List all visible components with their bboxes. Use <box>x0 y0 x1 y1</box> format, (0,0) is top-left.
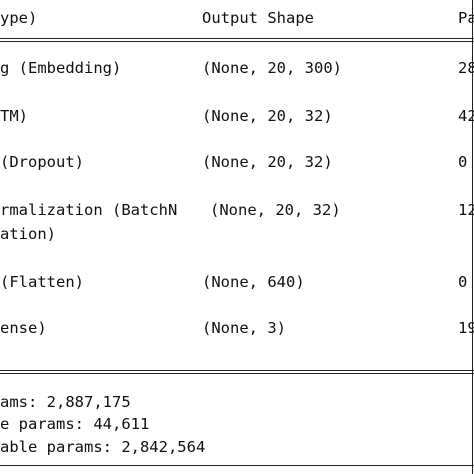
output-shape: (None, 20, 32) <box>202 107 333 125</box>
output-shape: (None, 20, 32) <box>202 153 333 171</box>
param-count: 12 <box>458 201 474 219</box>
layer-name: (Dropout) <box>0 153 84 171</box>
total-params: ams: 2,887,175 <box>0 393 131 411</box>
layer-name: ense) <box>0 319 47 337</box>
layer-name-continued: ation) <box>0 225 56 243</box>
header-separator <box>0 38 474 42</box>
layer-name: g (Embedding) <box>0 59 122 77</box>
non-trainable-params: able params: 2,842,564 <box>0 438 206 456</box>
param-count: 19 <box>458 319 474 337</box>
table-row: (Flatten) (None, 640) 0 <box>0 272 474 372</box>
output-shape: (None, 20, 300) <box>202 59 342 77</box>
layer-name: TM) <box>0 107 28 125</box>
param-count: 0 <box>458 273 468 291</box>
table-row: ense) (None, 3) 19 <box>0 318 474 418</box>
header-output-shape: Output Shape <box>202 9 314 27</box>
param-count: 28 <box>458 59 474 77</box>
layer-name: (Flatten) <box>0 273 84 291</box>
table-row-continuation: ation) <box>0 224 474 284</box>
output-shape: (None, 640) <box>202 273 305 291</box>
table-row: g (Embedding) (None, 20, 300) 28 <box>0 58 474 158</box>
output-shape: (None, 3) <box>202 319 286 337</box>
output-shape: (None, 20, 32) <box>210 201 341 219</box>
layer-name: rmalization (BatchN <box>0 201 178 219</box>
header-layer-type: ype) <box>0 9 38 27</box>
trainable-params: e params: 44,611 <box>0 415 150 433</box>
table-row: TM) (None, 20, 32) 42 <box>0 106 474 206</box>
table-row: (Dropout) (None, 20, 32) 0 <box>0 152 474 252</box>
summary-separator <box>0 370 474 374</box>
table-row: rmalization (BatchN (None, 20, 32) 12 <box>0 200 474 300</box>
param-count: 0 <box>458 153 468 171</box>
param-count: 42 <box>458 107 474 125</box>
bottom-border <box>0 465 474 466</box>
header-row: ype) Output Shape Pa <box>0 8 474 108</box>
header-params: Pa <box>458 9 474 27</box>
right-border <box>472 0 473 474</box>
